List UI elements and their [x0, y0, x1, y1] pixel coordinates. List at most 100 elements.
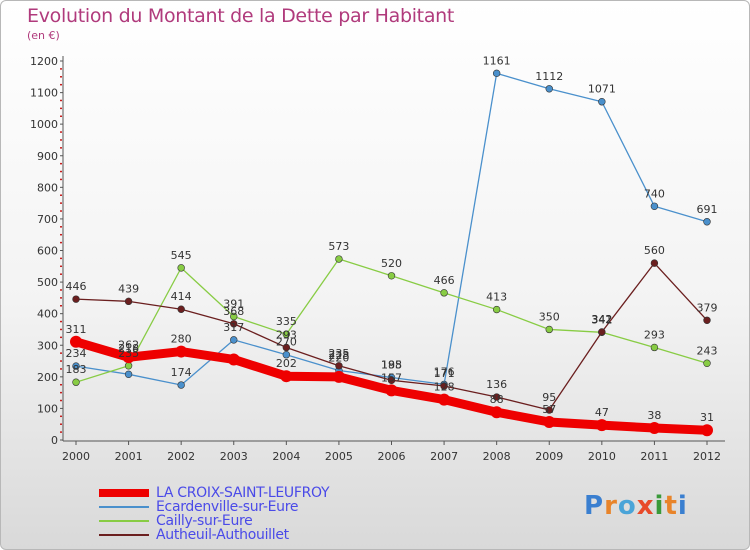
data-label: 341 [591, 313, 612, 326]
data-point [177, 264, 185, 272]
y-minor-tick [60, 415, 62, 418]
data-label: 38 [647, 409, 661, 422]
data-point [492, 305, 501, 314]
y-minor-tick [60, 83, 62, 86]
data-point [703, 218, 711, 226]
data-point [385, 384, 398, 397]
y-minor-tick [60, 76, 62, 78]
logo-letter: i [677, 491, 688, 521]
data-label: 446 [66, 280, 87, 293]
y-minor-tick [60, 352, 62, 354]
data-point [543, 415, 556, 428]
x-tick-label: 2005 [325, 450, 353, 463]
data-point [490, 406, 503, 419]
y-minor-tick [60, 139, 62, 141]
data-point [124, 297, 133, 306]
data-point [230, 312, 238, 321]
data-point [701, 424, 713, 437]
x-tick-label: 2012 [693, 450, 721, 463]
data-point [598, 328, 606, 336]
data-label: 270 [276, 336, 297, 349]
y-tick-label: 600 [37, 245, 58, 258]
data-point [72, 378, 80, 386]
y-minor-tick [60, 233, 62, 236]
y-minor-tick [60, 99, 62, 102]
y-minor-tick [60, 131, 62, 133]
x-tick-label: 2010 [588, 450, 616, 463]
data-label: 234 [66, 347, 87, 360]
y-tick-label: 700 [37, 213, 58, 226]
data-label: 262 [118, 338, 139, 351]
y-minor-tick [60, 360, 62, 362]
legend-swatch-cailly-sur-eure [99, 520, 149, 522]
data-point [648, 421, 661, 434]
data-label: 350 [539, 310, 560, 323]
data-label: 1161 [483, 54, 511, 67]
data-label: 136 [486, 378, 507, 391]
x-tick-label: 2007 [430, 450, 458, 463]
logo-letter: x [636, 491, 655, 521]
y-tick-label: 300 [37, 339, 58, 352]
data-label: 311 [66, 323, 87, 336]
data-label: 88 [490, 393, 504, 406]
data-point [72, 362, 80, 370]
y-minor-tick [60, 162, 62, 165]
data-point [598, 98, 606, 106]
legend-label-autheuil-authouillet: Autheuil-Authouillet [156, 527, 289, 543]
data-point [230, 336, 238, 344]
y-minor-tick [60, 305, 62, 307]
y-minor-tick [60, 320, 62, 323]
legend-swatch-ecardenville-sur-eure [99, 506, 149, 508]
x-tick-label: 2011 [640, 450, 668, 463]
y-minor-tick [60, 210, 62, 212]
data-label: 466 [434, 274, 455, 287]
data-point [387, 376, 396, 385]
y-tick-label: 400 [37, 308, 58, 321]
data-point [492, 69, 501, 78]
x-tick-label: 2004 [272, 450, 300, 463]
y-minor-tick [60, 399, 62, 402]
data-label: 280 [171, 333, 192, 346]
data-label: 57 [542, 403, 556, 416]
y-tick-label: 100 [37, 402, 58, 415]
data-point [122, 351, 135, 364]
y-tick-label: 900 [37, 150, 58, 163]
logo-letter: P [584, 491, 605, 521]
data-point [282, 343, 291, 352]
y-minor-tick [60, 328, 62, 331]
logo-letter: r [604, 491, 618, 521]
data-point [332, 370, 345, 383]
legend-swatch-la-croix-saint-leufroy [99, 489, 149, 497]
y-minor-tick [60, 423, 62, 425]
y-minor-tick [60, 194, 62, 196]
data-label: 317 [223, 321, 244, 334]
data-point [72, 295, 80, 303]
data-label: 414 [171, 290, 192, 303]
data-label: 293 [644, 328, 665, 341]
chart-title: Evolution du Montant de la Dette par Hab… [27, 5, 455, 27]
data-label: 218 [118, 342, 139, 355]
data-point [440, 289, 448, 297]
y-tick-label: 1000 [30, 118, 58, 131]
data-point [545, 406, 553, 414]
y-minor-tick [60, 289, 62, 291]
data-point [387, 272, 396, 280]
data-label: 185 [381, 358, 402, 371]
data-point [650, 259, 659, 267]
x-tick-label: 2002 [167, 450, 195, 463]
x-tick-label: 2000 [62, 450, 90, 463]
y-minor-tick [60, 265, 62, 268]
y-minor-tick [60, 115, 62, 118]
data-label: 342 [591, 313, 612, 326]
data-label: 176 [434, 365, 455, 378]
y-minor-tick [60, 297, 62, 299]
data-label: 293 [276, 328, 297, 341]
data-label: 413 [486, 291, 507, 304]
x-tick-label: 2001 [115, 450, 143, 463]
data-point [124, 362, 133, 370]
x-tick-label: 2006 [378, 450, 406, 463]
data-label: 368 [223, 305, 244, 318]
legend-label-la-croix-saint-leufroy: LA CROIX-SAINT-LEUFROY [156, 485, 330, 501]
logo-letter: o [617, 491, 637, 521]
data-point [492, 393, 501, 401]
